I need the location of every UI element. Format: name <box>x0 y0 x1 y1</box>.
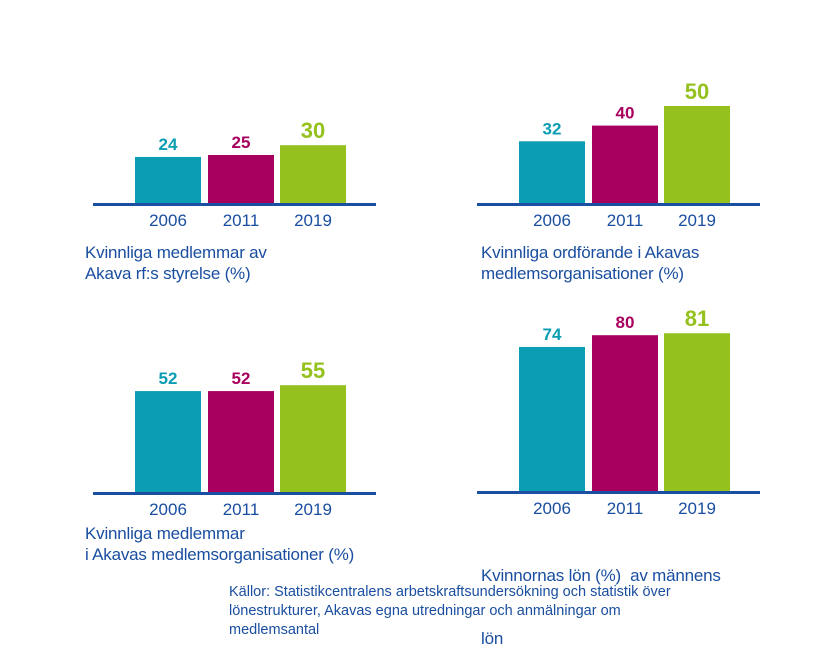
caption-line: i Akavas medlemsorganisationer (%) <box>85 545 355 564</box>
x-tick-label: 2019 <box>294 211 332 230</box>
x-tick-label: 2006 <box>149 211 187 230</box>
x-tick-label: 2019 <box>678 211 716 230</box>
bar-2011 <box>208 155 274 204</box>
source-line: Källor: Statistikcentralens arbetskrafts… <box>229 584 671 600</box>
value-label: 81 <box>685 306 709 331</box>
x-tick-label: 2019 <box>678 499 716 518</box>
value-label: 24 <box>159 135 178 154</box>
caption-line: Akava rf:s styrelse (%) <box>85 264 251 283</box>
value-label: 52 <box>159 369 178 388</box>
bar-2006 <box>519 346 585 492</box>
value-label: 52 <box>232 369 251 388</box>
bar-2011 <box>592 125 658 204</box>
x-axis-line <box>93 492 376 495</box>
x-tick-label: 2011 <box>223 500 260 519</box>
value-label: 55 <box>301 358 325 383</box>
bar-2011 <box>592 335 658 492</box>
caption-line: Kvinnornas lön (%) av männens <box>481 566 721 585</box>
x-tick-label: 2011 <box>223 211 260 230</box>
source-line: medlemsantal <box>229 622 320 638</box>
x-axis-line <box>93 203 376 206</box>
value-label: 50 <box>685 79 709 104</box>
x-tick-label: 2006 <box>533 499 571 518</box>
value-label: 25 <box>232 133 251 152</box>
caption-chart-2: Kvinnliga ordförande i Akavas medlemsorg… <box>481 242 699 284</box>
caption-line: Kvinnliga medlemmar <box>85 524 245 543</box>
value-label: 30 <box>301 118 325 143</box>
bar-2019 <box>280 385 346 493</box>
caption-chart-3: Kvinnliga medlemmar i Akavas medlemsorga… <box>85 523 354 565</box>
bar-2019 <box>664 106 730 204</box>
bar-2011 <box>208 391 274 493</box>
x-tick-label: 2006 <box>149 500 187 519</box>
x-tick-label: 2006 <box>533 211 571 230</box>
value-label: 32 <box>543 119 562 138</box>
value-label: 74 <box>543 325 562 344</box>
caption-line: Kvinnliga ordförande i Akavas <box>481 243 700 262</box>
caption-line: lön <box>481 629 504 648</box>
x-axis-line <box>477 491 760 494</box>
x-axis-line <box>477 203 760 206</box>
bar-2019 <box>664 333 730 492</box>
value-label: 80 <box>616 313 635 332</box>
caption-line: medlemsorganisationer (%) <box>481 264 684 283</box>
caption-chart-4: Kvinnornas lön (%) av männens lön <box>481 523 721 670</box>
x-tick-label: 2011 <box>607 211 644 230</box>
bar-2006 <box>135 391 201 493</box>
value-label: 40 <box>616 104 635 123</box>
bar-2006 <box>135 156 201 204</box>
caption-chart-1: Kvinnliga medlemmar av Akava rf:s styrel… <box>85 242 267 284</box>
bar-2006 <box>519 141 585 204</box>
caption-line: Kvinnliga medlemmar av <box>85 243 267 262</box>
bar-2019 <box>280 145 346 204</box>
source-note: Källor: Statistikcentralens arbetskrafts… <box>229 583 789 640</box>
x-tick-label: 2011 <box>607 499 644 518</box>
x-tick-label: 2019 <box>294 500 332 519</box>
source-line: lönestrukturer, Akavas egna utredningar … <box>229 603 621 619</box>
